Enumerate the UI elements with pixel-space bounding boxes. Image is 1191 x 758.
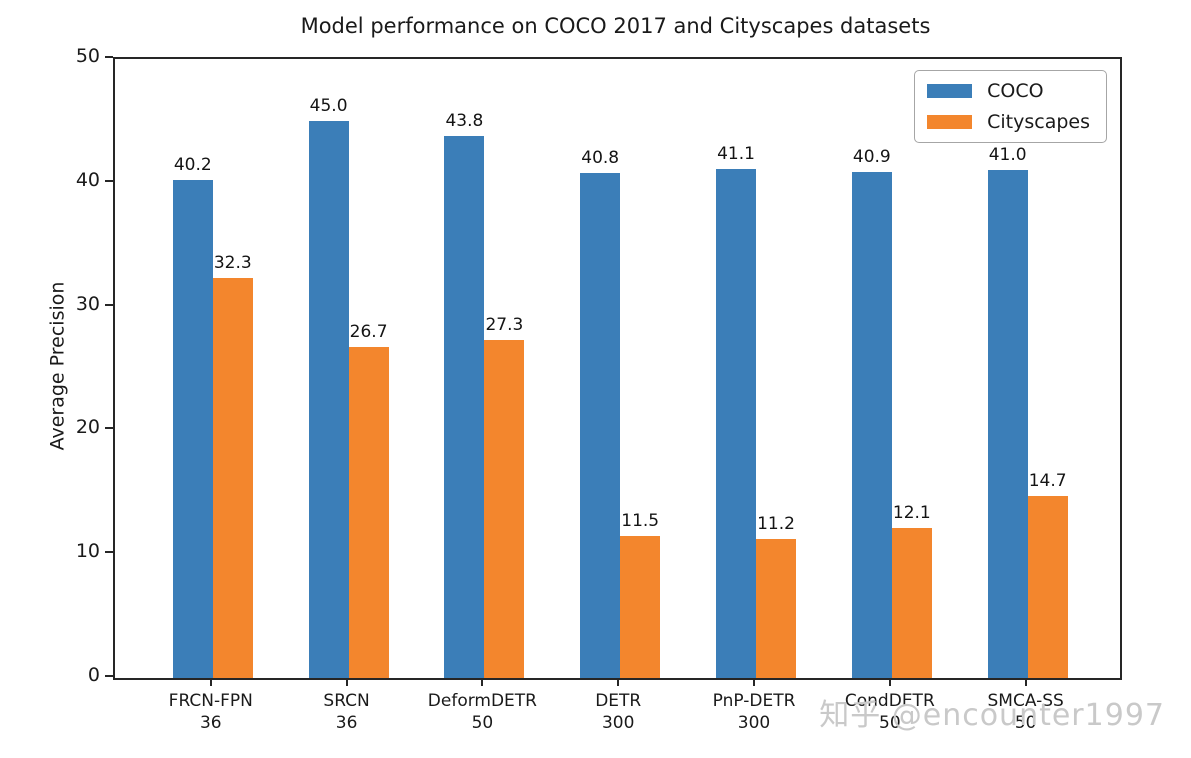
bar-value-label: 40.8 bbox=[581, 147, 620, 168]
cityscapes-bar-conddetr: 12.1 bbox=[891, 503, 932, 678]
bar-value-label: 40.9 bbox=[852, 146, 891, 167]
y-tick-label: 30 bbox=[75, 292, 100, 315]
y-tick-mark bbox=[105, 427, 113, 430]
bar-value-label: 12.1 bbox=[892, 503, 931, 524]
coco-bar-conddetr: 40.9 bbox=[851, 147, 892, 678]
coco-bar-deformdetr: 43.8 bbox=[444, 111, 485, 678]
y-tick-label: 40 bbox=[75, 168, 100, 191]
x-tick-label-deformdetr: DeformDETR 50 bbox=[427, 691, 537, 734]
legend: COCO Cityscapes bbox=[914, 70, 1107, 143]
x-tick-mark bbox=[753, 678, 756, 686]
bar-value-label: 40.2 bbox=[173, 155, 212, 176]
cityscapes-bar-detr: 11.5 bbox=[620, 511, 661, 678]
y-tick-mark bbox=[105, 675, 113, 677]
x-tick-label-smca-ss: SMCA-SS 50 bbox=[987, 691, 1064, 734]
x-tick-label-pnp-detr: PnP-DETR 300 bbox=[712, 691, 796, 734]
x-tick-label-detr: DETR 300 bbox=[595, 691, 642, 734]
cityscapes-bar-frcn-fpn: 32.3 bbox=[212, 253, 253, 678]
legend-entry-cityscapes: Cityscapes bbox=[927, 111, 1090, 133]
cityscapes-swatch bbox=[927, 115, 973, 129]
y-tick-label: 20 bbox=[75, 416, 100, 439]
bar-value-label: 41.0 bbox=[988, 145, 1027, 166]
y-tick-label: 50 bbox=[75, 45, 100, 67]
x-tick-label-srcn: SRCN 36 bbox=[323, 691, 370, 734]
legend-entry-coco: COCO bbox=[927, 80, 1090, 102]
legend-label-cityscapes: Cityscapes bbox=[987, 111, 1090, 133]
cityscapes-bar-deformdetr: 27.3 bbox=[484, 315, 525, 678]
y-axis-label: Average Precision bbox=[46, 281, 69, 451]
coco-bar-pnp-detr: 41.1 bbox=[716, 144, 757, 678]
bar-value-label: 27.3 bbox=[485, 315, 524, 336]
coco-swatch bbox=[927, 84, 973, 98]
x-tick-label-conddetr: CondDETR 50 bbox=[844, 691, 935, 734]
x-tick-mark bbox=[617, 678, 620, 686]
bar-value-label: 11.5 bbox=[621, 510, 660, 531]
cityscapes-bar-smca-ss: 14.7 bbox=[1027, 471, 1068, 678]
y-tick-mark bbox=[105, 303, 113, 306]
bar-value-label: 41.1 bbox=[717, 144, 755, 165]
legend-label-coco: COCO bbox=[987, 80, 1044, 102]
coco-bar-smca-ss: 41.0 bbox=[987, 145, 1028, 678]
cityscapes-bar-pnp-detr: 11.2 bbox=[756, 514, 797, 678]
x-tick-mark bbox=[481, 678, 484, 686]
watermark: 知乎 @encounter1997 bbox=[819, 698, 1165, 733]
bar-value-label: 32.3 bbox=[213, 253, 252, 274]
bar-value-label: 11.2 bbox=[757, 514, 795, 535]
bar-value-label: 45.0 bbox=[309, 95, 348, 116]
x-tick-mark bbox=[1024, 678, 1027, 686]
chart-title: Model performance on COCO 2017 and Citys… bbox=[300, 14, 931, 38]
y-tick-mark bbox=[105, 179, 113, 182]
bar-value-label: 43.8 bbox=[445, 110, 484, 131]
x-tick-mark bbox=[888, 678, 891, 686]
coco-bar-srcn: 45.0 bbox=[308, 96, 349, 678]
coco-bar-frcn-fpn: 40.2 bbox=[172, 155, 213, 678]
y-tick-mark bbox=[105, 56, 113, 58]
y-tick-mark bbox=[105, 551, 113, 554]
y-tick-label: 10 bbox=[75, 540, 100, 563]
x-tick-mark bbox=[209, 678, 212, 686]
plot-area: COCO Cityscapes 40.2 32.3 45.0 26.7 43.8 27.3… bbox=[113, 57, 1122, 680]
coco-bar-detr: 40.8 bbox=[580, 148, 621, 678]
x-tick-mark bbox=[345, 678, 348, 686]
x-tick-label-frcn-fpn: FRCN-FPN 36 bbox=[168, 691, 253, 734]
bar-value-label: 14.7 bbox=[1028, 471, 1067, 492]
cityscapes-bar-srcn: 26.7 bbox=[348, 322, 389, 678]
bar-value-label: 26.7 bbox=[349, 322, 388, 343]
y-tick-label: 0 bbox=[87, 664, 100, 686]
